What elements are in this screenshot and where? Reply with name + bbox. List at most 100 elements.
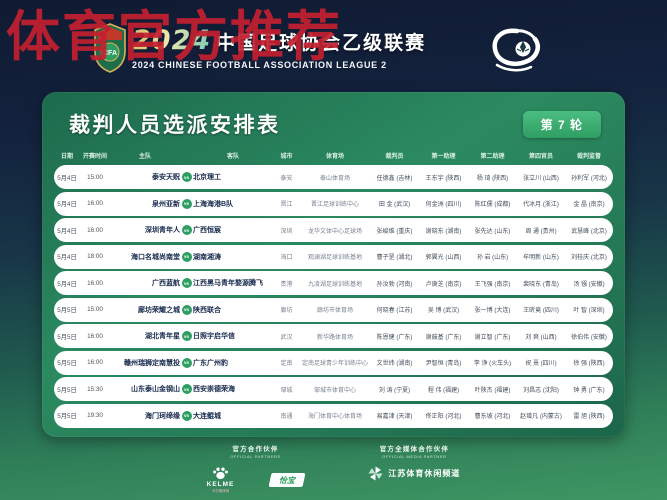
cell-stadium: 廊坊市体育场 [316, 308, 353, 314]
col-header-city: 城市 [280, 154, 293, 160]
cell-date: 5月4日 [57, 174, 77, 182]
cell-date: 5月4日 [57, 227, 77, 235]
cell-assistant1: 吴 博 (武汉) [427, 308, 460, 314]
vs-icon: vs [180, 331, 193, 341]
table-row: 5月5日 15:00 廊坊荣耀之城 vs 陕西联合 廊坊 廊坊市体育场 何晓春 … [54, 297, 613, 322]
cell-time: 19:30 [87, 412, 103, 419]
vs-icon: vs [180, 278, 193, 288]
cell-time: 16:00 [87, 332, 103, 340]
col-header-assistant1: 第一助理 [431, 154, 456, 160]
cell-fourth-official: 代冰月 (浙江) [523, 202, 559, 208]
cell-away-team: 湖南湘涛 [193, 253, 221, 261]
cell-away-team: 广西恒宸 [193, 227, 221, 234]
cell-assistant1: 卢庚芝 (南京) [425, 281, 462, 288]
table-row: 5月4日 18:00 海口名城尚南堂 vs 湖南湘涛 海口 观澜湖足球训练基地 … [54, 244, 613, 269]
cell-date: 5月4日 [57, 280, 77, 288]
league2-swirl-icon [492, 28, 540, 72]
cell-time: 15:30 [87, 385, 103, 393]
title-year: 2024 [132, 25, 212, 56]
channel-wordmark: 江苏体育休闲频道 [388, 469, 461, 478]
cell-away-team: 上海海港B队 [193, 200, 234, 208]
cell-assistant1: 谢鼓基 (广东) [425, 334, 462, 341]
cell-date: 5月5日 [57, 307, 77, 314]
table-row: 5月5日 16:00 赣州瑞狮定南慧投 vs 广东广州豹 定南 定南足球青少年训… [54, 350, 613, 375]
cell-time: 16:00 [87, 200, 103, 207]
cell-stadium: 新华路体育场 [316, 334, 353, 341]
cell-away-team: 日照宇启华信 [193, 333, 235, 340]
cell-date: 5月4日 [57, 254, 77, 261]
cell-supervisor: 武慧峰 (北京) [571, 228, 607, 235]
vs-icon: vs [180, 172, 193, 182]
yibao-logo: 怡宝 [268, 473, 306, 487]
cell-stadium: 泰山体育场 [319, 175, 350, 182]
cell-stadium: 九凌湖足球训练基地 [307, 281, 362, 288]
cell-fourth-official: 刘昌志 (沈阳) [523, 387, 559, 394]
cell-referee: 文世纬 (湖南) [376, 361, 413, 367]
cell-assistant1: 佟正阳 (河北) [425, 414, 462, 420]
cell-supervisor: 金 晶 (南京) [573, 202, 605, 208]
vs-icon: vs [180, 225, 193, 235]
col-header-stadium: 体育场 [325, 154, 344, 160]
cell-away-team: 陕西联合 [193, 306, 221, 314]
cell-date: 5月5日 [57, 386, 77, 394]
cell-stadium: 定南足球青少年训练中心 [301, 361, 368, 367]
cell-supervisor: 孙利军 (河北) [571, 175, 607, 182]
cell-city: 泰安 [280, 175, 293, 182]
cell-supervisor: 刘桂庆 (北京) [571, 255, 607, 261]
cell-away-team: 江西黑马青年婺源腾飞 [193, 280, 263, 287]
vs-icon: vs [180, 198, 193, 209]
cell-away-team: 广东广州豹 [193, 359, 228, 367]
cell-time: 16:00 [87, 359, 103, 366]
cell-supervisor: 钟 勇 (广东) [573, 387, 605, 394]
cell-home-team: 海口名城尚南堂 [131, 253, 180, 261]
cell-stadium: 晋江足球训练中心 [310, 202, 359, 208]
cell-referee: 任德鑫 (吉林) [376, 175, 413, 182]
partners-label-en: OFFICIAL PARTNERS [230, 454, 281, 459]
cell-away-team: 西安崇德荣海 [193, 386, 235, 393]
cell-home-team: 廊坊荣耀之城 [138, 306, 180, 314]
col-header-date: 日期 [60, 154, 73, 160]
cell-stadium: 观澜湖足球训练基地 [307, 255, 362, 261]
cell-date: 5月4日 [57, 201, 77, 208]
cell-time: 16:00 [87, 279, 103, 287]
footer: 官方合作伙伴 OFFICIAL PARTNERS KELME 卡尔美体育 怡宝 … [0, 443, 667, 494]
col-header-time: 开赛时间 [82, 154, 107, 160]
cell-assistant2: 杨 琦 (陕西) [476, 175, 509, 182]
cell-fourth-official: 赵增凡 (内蒙古) [520, 414, 562, 420]
cell-supervisor: 汤 镪 (安徽) [573, 281, 605, 288]
cell-assistant2: 曹东坡 (河北) [474, 414, 511, 420]
cell-referee: 何晓春 (江苏) [376, 308, 413, 314]
cell-assistant2: 王飞强 (南京) [474, 281, 511, 288]
cell-date: 5月5日 [57, 413, 77, 420]
cell-date: 5月5日 [57, 360, 77, 367]
table-row: 5月4日 16:00 深圳青年人 vs 广西恒宸 深圳 龙华文体中心足球场 张峻… [54, 218, 613, 242]
title-cn: 中国足球协会乙级联赛 [216, 33, 427, 54]
cell-referee: 张峻维 (重庆) [376, 228, 413, 235]
official-media-group: 官方全媒体合作伙伴 OFFICIAL MEDIA PARTNER 江苏体育休闲频… [368, 443, 460, 494]
cell-referee: 田 金 (武汉) [378, 202, 411, 208]
vs-icon: vs [180, 384, 193, 394]
cell-home-team: 赣州瑞狮定南慧投 [124, 359, 180, 367]
cell-city: 深圳 [280, 228, 293, 235]
table-body: 5月4日 15:00 泰安天贶 vs 北京理工 泰安 泰山体育场 任德鑫 (吉林… [54, 165, 613, 428]
title-en: 2024 CHINESE FOOTBALL ASSOCIATION LEAGUE… [132, 60, 387, 70]
cell-referee: 易嘉津 (天津) [376, 414, 413, 420]
cell-assistant1: 王东宇 (陕西) [425, 175, 462, 182]
header-titles: 2024 中国足球协会乙级联赛 2024 CHINESE FOOTBALL AS… [132, 25, 426, 70]
cell-assistant2: 谢立智 (广东) [474, 334, 511, 341]
col-header-referee: 裁判员 [385, 154, 404, 160]
cell-assistant2: 孙 岩 (山东) [476, 255, 509, 261]
cell-referee: 曹子罡 (湖北) [376, 255, 413, 261]
cfa-crest-icon: CFA [94, 23, 126, 73]
svg-text:CFA: CFA [103, 50, 117, 57]
round-badge: 第 7 轮 [522, 110, 601, 138]
cell-supervisor: 徐伯伟 (安徽) [571, 334, 607, 341]
cell-fourth-official: 牟明新 (山东) [523, 255, 559, 261]
cell-stadium: 邹城市体育中心 [313, 387, 356, 394]
cell-home-team: 泰安天贶 [152, 174, 180, 181]
vs-icon: vs [180, 251, 193, 262]
cell-date: 5月5日 [57, 333, 77, 341]
cell-fourth-official: 王昕竟 (四川) [523, 308, 559, 314]
official-partners-group: 官方合作伙伴 OFFICIAL PARTNERS KELME 卡尔美体育 怡宝 [207, 443, 306, 494]
cell-city: 定南 [280, 361, 293, 367]
